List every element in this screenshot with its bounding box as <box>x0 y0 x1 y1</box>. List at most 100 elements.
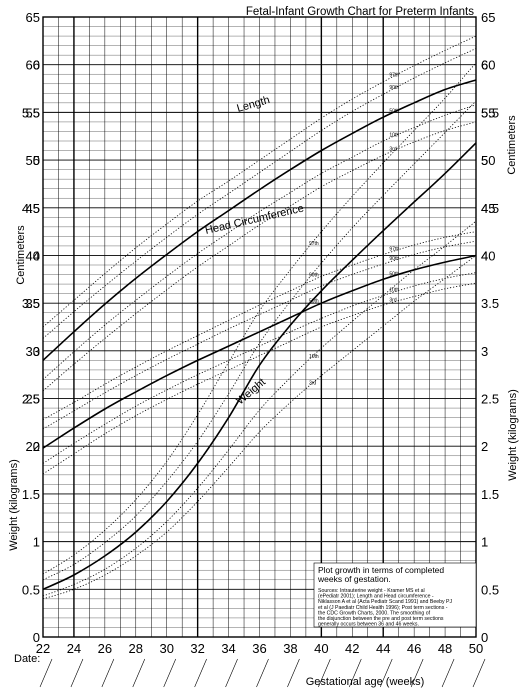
note-source-line: et al (J Paediatr Child Health 1996); Po… <box>318 605 448 611</box>
percentile-label: 50th <box>389 271 399 277</box>
weight-curve-label: Weight <box>234 376 268 407</box>
date-slash <box>318 658 331 688</box>
date-slash <box>101 658 115 688</box>
series-line-length <box>42 104 477 380</box>
right-kg-tick-label: 6 <box>481 58 488 73</box>
series-line-head <box>42 231 477 420</box>
x-tick-label: 24 <box>67 641 81 656</box>
percentile-label: 90th <box>389 256 399 262</box>
right-kg-tick-label: 5.5 <box>481 105 499 120</box>
left-kg-tick-label: 1.5 <box>22 487 40 502</box>
percentile-label: 50th <box>309 298 319 304</box>
series-line-length <box>42 79 477 361</box>
note-source-line: the CDC Growth Charts, 2000. The smoothi… <box>318 610 431 616</box>
left-cm-tick-label: 50 <box>26 153 40 168</box>
x-tick-label: 44 <box>376 641 390 656</box>
x-tick-label: 34 <box>221 641 235 656</box>
left-kg-tick-label: 4 <box>33 248 40 263</box>
left-kg-tick-label: 1 <box>33 535 40 550</box>
right-cm-tick-label: 50 <box>481 153 495 168</box>
date-slash <box>441 658 455 688</box>
date-slash <box>379 658 393 688</box>
note-box <box>313 562 477 628</box>
left-cm-axis-label: Centimeters <box>15 225 27 285</box>
percentile-label: 3rd <box>389 297 396 303</box>
x-tick-label: 40 <box>314 641 328 656</box>
left-kg-axis-label: Weight (kilograms) <box>8 459 20 551</box>
date-slash <box>225 658 238 688</box>
right-kg-tick-label: 2.5 <box>481 392 499 407</box>
x-tick-label: 30 <box>159 641 173 656</box>
percentile-label: 10th <box>309 354 319 360</box>
date-slash <box>194 658 207 688</box>
right-cm-tick-label: 60 <box>481 58 495 73</box>
date-slash <box>132 658 146 688</box>
left-kg-tick-label: 2 <box>33 439 40 454</box>
series-line-head <box>42 282 477 475</box>
right-cm-tick-label: 55 <box>481 105 495 120</box>
left-cm-tick-label: 25 <box>26 392 40 407</box>
left-cm-tick-label: 30 <box>26 344 40 359</box>
date-slash <box>70 658 84 688</box>
date-slash <box>287 658 300 688</box>
note-source-line: generally occurs between 36 and 46 weeks… <box>318 622 419 628</box>
right-kg-tick-label: 1.5 <box>481 487 499 502</box>
percentile-label: 97th <box>389 247 399 253</box>
date-slash <box>410 658 424 688</box>
x-axis-label: Gestational age (weeks) <box>306 676 425 688</box>
left-kg-tick-label: 4.5 <box>22 201 40 216</box>
date-slash <box>472 658 486 688</box>
note-source-line: the disjunction between the pre and post… <box>318 616 444 622</box>
x-tick-label: 22 <box>36 641 50 656</box>
right-kg-tick-label: 0 <box>481 630 488 645</box>
series-line-head <box>42 272 477 464</box>
chart-title: Fetal-Infant Growth Chart for Preterm In… <box>246 6 474 18</box>
left-kg-tick-label: 3.5 <box>22 296 40 311</box>
left-kg-tick-label: 6 <box>33 58 40 73</box>
x-tick-label: 36 <box>252 641 266 656</box>
note-heading-line: weeks of gestation. <box>317 574 391 584</box>
date-slash <box>349 658 362 688</box>
right-kg-tick-label: 4.5 <box>481 201 499 216</box>
right-kg-tick-label: 4 <box>481 248 488 263</box>
x-tick-label: 28 <box>129 641 143 656</box>
left-kg-tick-label: 0 <box>33 630 40 645</box>
percentile-label: 3rd <box>309 380 316 386</box>
percentile-label: 50th <box>389 108 399 114</box>
right-cm-tick-label: 40 <box>481 248 495 263</box>
series-line-length <box>42 35 477 328</box>
note-source-line: Niklasson A et al (Acta Pediatr Scand 19… <box>318 599 452 605</box>
right-kg-tick-label: 0.5 <box>481 582 499 597</box>
left-cm-tick-label: 20 <box>26 439 40 454</box>
percentile-label: 10th <box>389 288 399 294</box>
right-cm-tick-label: 45 <box>481 201 495 216</box>
left-kg-tick-label: 0.5 <box>22 582 40 597</box>
x-tick-label: 48 <box>438 641 452 656</box>
series-line-weight <box>42 62 477 575</box>
left-cm-tick-label: 35 <box>26 296 40 311</box>
series-line-head <box>42 254 477 449</box>
left-kg-tick-label: 5.5 <box>22 105 40 120</box>
left-cm-tick-label: 45 <box>26 201 40 216</box>
percentile-label: 90th <box>309 272 319 278</box>
note-source-line: Sources: Intrauterine weight - Kramer MS… <box>318 588 425 594</box>
series-line-weight <box>42 142 477 591</box>
right-kg-axis-label: Weight (kilograms) <box>507 389 519 481</box>
percentile-label: 3rd <box>389 147 396 153</box>
right-kg-tick-label: 3 <box>481 344 488 359</box>
x-tick-label: 38 <box>283 641 297 656</box>
left-kg-tick-label: 3 <box>33 344 40 359</box>
series-line-length <box>42 121 477 392</box>
date-slash <box>39 658 53 688</box>
right-kg-tick-label: 5 <box>481 153 488 168</box>
x-tick-label: 42 <box>345 641 359 656</box>
x-tick-label: 46 <box>407 641 421 656</box>
percentile-label: 97th <box>309 241 319 247</box>
percentile-label: 10th <box>389 132 399 138</box>
left-kg-tick-label: 5 <box>33 153 40 168</box>
series-line-weight <box>42 220 477 597</box>
series-line-length <box>42 48 477 339</box>
percentile-label: 97th <box>389 73 399 79</box>
right-kg-tick-label: 3.5 <box>481 296 499 311</box>
